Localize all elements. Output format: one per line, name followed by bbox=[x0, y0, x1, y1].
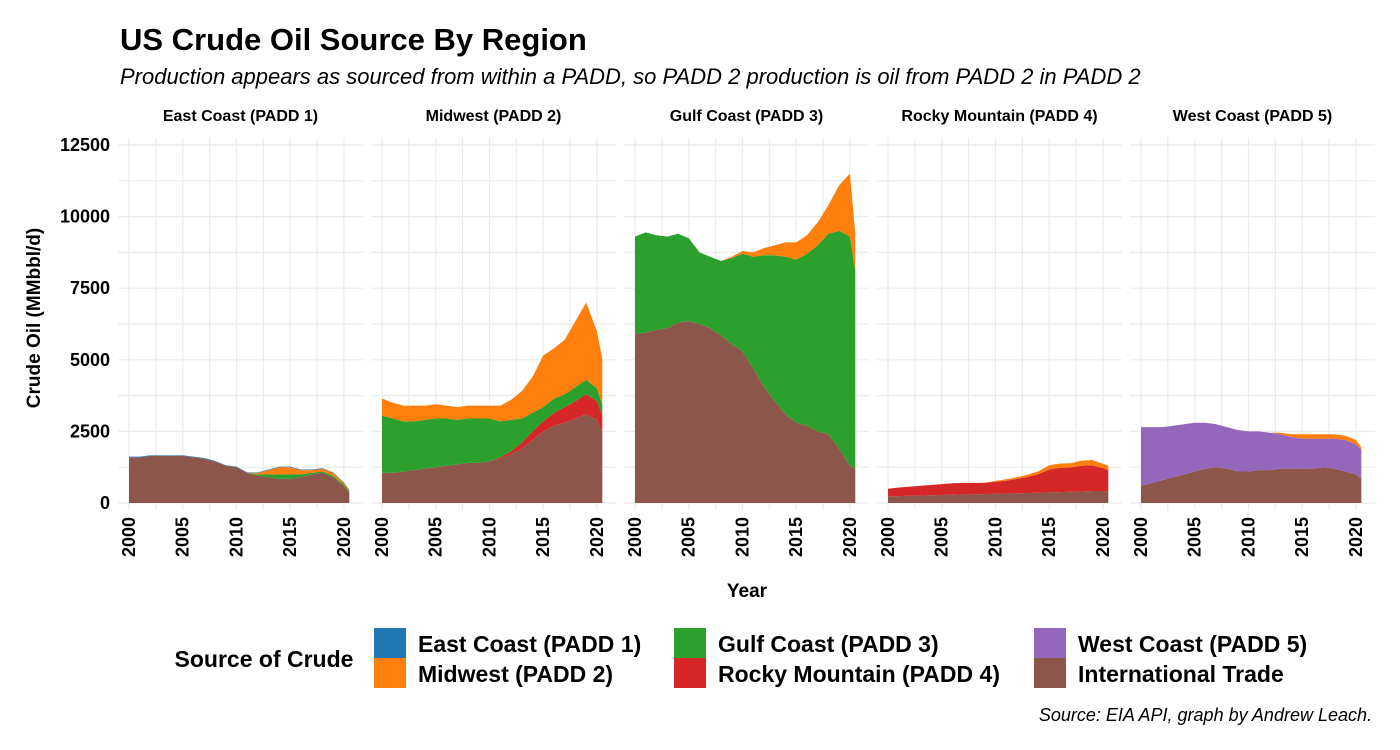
strip-label: East Coast (PADD 1) bbox=[163, 108, 318, 125]
legend-label: Gulf Coast (PADD 3) bbox=[718, 631, 939, 657]
legend-item-international-trade: International Trade bbox=[1034, 658, 1284, 688]
x-tick-label: 2010 bbox=[986, 517, 1006, 557]
legend-label: International Trade bbox=[1078, 661, 1284, 687]
legend-item-gulf-coast-padd-3: Gulf Coast (PADD 3) bbox=[674, 628, 939, 658]
panel-gulf-coast-padd-3: Gulf Coast (PADD 3) 2000 2005 2010 2015 2020 bbox=[624, 108, 869, 557]
x-tick-label: 2005 bbox=[679, 517, 699, 557]
area-rocky-mountain-padd-4 bbox=[382, 394, 603, 473]
legend-item-east-coast-padd-1: East Coast (PADD 1) bbox=[374, 628, 641, 658]
x-tick-label: 2000 bbox=[119, 517, 139, 557]
x-tick-label: 2020 bbox=[1093, 517, 1113, 557]
area-international-trade bbox=[129, 455, 350, 503]
chart-title: US Crude Oil Source By Region bbox=[120, 22, 587, 57]
panel-west-coast-padd-5: West Coast (PADD 5) 2000 2005 2010 2015 2020 bbox=[1130, 108, 1375, 557]
strip-label: Rocky Mountain (PADD 4) bbox=[901, 108, 1097, 125]
chart-subtitle: Production appears as sourced from withi… bbox=[120, 64, 1141, 89]
x-tick-label: 2000 bbox=[1131, 517, 1151, 557]
area-gulf-coast-padd-3 bbox=[129, 455, 350, 493]
y-axis-title: Crude Oil (MMbbl/d) bbox=[24, 228, 45, 408]
y-tick-label: 5000 bbox=[70, 350, 110, 370]
legend-item-rocky-mountain-padd-4: Rocky Mountain (PADD 4) bbox=[674, 658, 1000, 688]
x-tick-label: 2015 bbox=[280, 517, 300, 557]
legend-label: East Coast (PADD 1) bbox=[418, 631, 641, 657]
x-tick-label: 2000 bbox=[372, 517, 392, 557]
area-west-coast-padd-5 bbox=[1141, 422, 1362, 486]
area-international-trade bbox=[1141, 467, 1362, 503]
y-tick-label: 0 bbox=[100, 493, 110, 513]
y-tick-label: 12500 bbox=[60, 135, 110, 155]
y-axis: 0 2500 5000 7500 10000 12500 bbox=[60, 135, 110, 513]
strip-label: West Coast (PADD 5) bbox=[1173, 108, 1332, 125]
x-tick-label: 2005 bbox=[1185, 517, 1205, 557]
x-tick-label: 2015 bbox=[533, 517, 553, 557]
panel-rocky-mountain-padd-4: Rocky Mountain (PADD 4) 2000 2005 2010 2015 2… bbox=[877, 108, 1122, 557]
panel-east-coast-padd-1: East Coast (PADD 1) 2000 2005 2010 2015 2020 bbox=[118, 108, 363, 557]
y-tick-label: 2500 bbox=[70, 421, 110, 441]
x-tick-label: 2015 bbox=[786, 517, 806, 557]
x-tick-label: 2010 bbox=[480, 517, 500, 557]
strip-label: Gulf Coast (PADD 3) bbox=[670, 108, 823, 125]
area-midwest-padd-2 bbox=[129, 455, 350, 492]
legend-item-midwest-padd-2: Midwest (PADD 2) bbox=[374, 658, 613, 688]
y-tick-label: 7500 bbox=[70, 278, 110, 298]
area-gulf-coast-padd-3 bbox=[382, 379, 603, 473]
x-tick-label: 2000 bbox=[625, 517, 645, 557]
x-tick-label: 2010 bbox=[733, 517, 753, 557]
x-axis-title: Year bbox=[727, 581, 768, 602]
x-tick-label: 2005 bbox=[932, 517, 952, 557]
area-midwest-padd-2 bbox=[1141, 422, 1362, 450]
legend-swatch bbox=[674, 658, 706, 688]
x-tick-label: 2020 bbox=[587, 517, 607, 557]
area-midwest-padd-2 bbox=[888, 460, 1109, 489]
legend: East Coast (PADD 1) Midwest (PADD 2) Gulf … bbox=[374, 628, 1307, 688]
legend-swatch bbox=[1034, 628, 1066, 658]
legend-item-west-coast-padd-5: West Coast (PADD 5) bbox=[1034, 628, 1307, 658]
area-rocky-mountain-padd-4 bbox=[888, 465, 1109, 497]
legend-swatch bbox=[374, 628, 406, 658]
x-tick-label: 2020 bbox=[840, 517, 860, 557]
area-midwest-padd-2 bbox=[635, 173, 856, 271]
legend-title: Source of Crude bbox=[175, 646, 354, 672]
legend-label: Midwest (PADD 2) bbox=[418, 661, 613, 687]
area-international-trade bbox=[888, 491, 1109, 503]
x-tick-label: 2010 bbox=[227, 517, 247, 557]
legend-label: Rocky Mountain (PADD 4) bbox=[718, 661, 1000, 687]
area-international-trade bbox=[382, 414, 603, 503]
x-tick-label: 2015 bbox=[1292, 517, 1312, 557]
x-tick-label: 2005 bbox=[173, 517, 193, 557]
x-tick-label: 2000 bbox=[878, 517, 898, 557]
legend-swatch bbox=[1034, 658, 1066, 688]
x-tick-label: 2005 bbox=[426, 517, 446, 557]
x-tick-label: 2020 bbox=[334, 517, 354, 557]
x-tick-label: 2010 bbox=[1239, 517, 1259, 557]
strip-label: Midwest (PADD 2) bbox=[426, 108, 562, 125]
area-gulf-coast-padd-3 bbox=[635, 230, 856, 469]
x-tick-label: 2015 bbox=[1039, 517, 1059, 557]
area-midwest-padd-2 bbox=[382, 302, 603, 422]
legend-swatch bbox=[674, 628, 706, 658]
area-international-trade bbox=[635, 321, 856, 503]
caption: Source: EIA API, graph by Andrew Leach. bbox=[1039, 705, 1372, 725]
legend-label: West Coast (PADD 5) bbox=[1078, 631, 1307, 657]
y-tick-label: 10000 bbox=[60, 207, 110, 227]
facet-panels: East Coast (PADD 1)2000 2005 2010 2015 2020M… bbox=[118, 108, 1375, 557]
x-tick-label: 2020 bbox=[1346, 517, 1366, 557]
legend-swatch bbox=[374, 658, 406, 688]
panel-midwest-padd-2: Midwest (PADD 2) 2000 2005 2010 2015 2020 bbox=[371, 108, 616, 557]
